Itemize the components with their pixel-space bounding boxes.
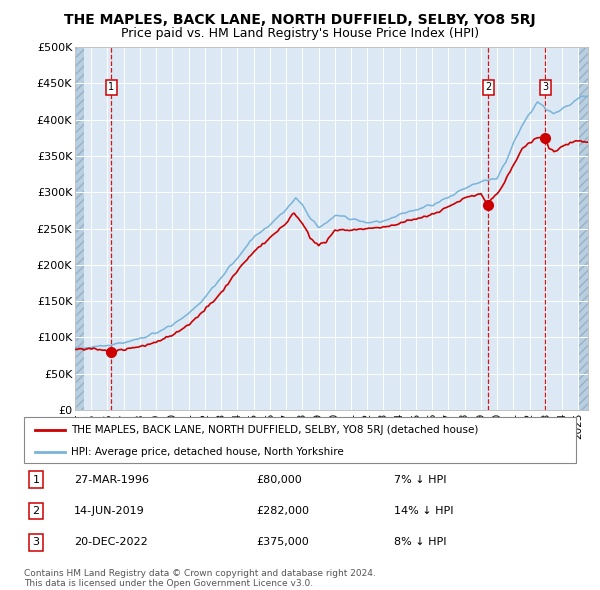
Text: 14% ↓ HPI: 14% ↓ HPI [394, 506, 454, 516]
Bar [579, 47, 588, 410]
Text: £375,000: £375,000 [256, 537, 308, 547]
Text: 2: 2 [485, 82, 491, 92]
Text: £282,000: £282,000 [256, 506, 309, 516]
Text: 8% ↓ HPI: 8% ↓ HPI [394, 537, 446, 547]
Text: Price paid vs. HM Land Registry's House Price Index (HPI): Price paid vs. HM Land Registry's House … [121, 27, 479, 40]
Text: HPI: Average price, detached house, North Yorkshire: HPI: Average price, detached house, Nort… [71, 447, 344, 457]
Text: 7% ↓ HPI: 7% ↓ HPI [394, 475, 446, 484]
Text: 27-MAR-1996: 27-MAR-1996 [74, 475, 149, 484]
Text: THE MAPLES, BACK LANE, NORTH DUFFIELD, SELBY, YO8 5RJ: THE MAPLES, BACK LANE, NORTH DUFFIELD, S… [64, 13, 536, 27]
Text: 1: 1 [108, 82, 114, 92]
Text: £80,000: £80,000 [256, 475, 302, 484]
Bar [75, 47, 84, 410]
Text: 1: 1 [32, 475, 40, 484]
Text: 2: 2 [32, 506, 40, 516]
FancyBboxPatch shape [24, 417, 576, 463]
Text: 3: 3 [32, 537, 40, 547]
Text: Contains HM Land Registry data © Crown copyright and database right 2024.: Contains HM Land Registry data © Crown c… [24, 569, 376, 578]
Text: 14-JUN-2019: 14-JUN-2019 [74, 506, 145, 516]
Text: 3: 3 [542, 82, 548, 92]
Text: THE MAPLES, BACK LANE, NORTH DUFFIELD, SELBY, YO8 5RJ (detached house): THE MAPLES, BACK LANE, NORTH DUFFIELD, S… [71, 425, 478, 435]
Text: This data is licensed under the Open Government Licence v3.0.: This data is licensed under the Open Gov… [24, 579, 313, 588]
Text: 20-DEC-2022: 20-DEC-2022 [74, 537, 148, 547]
